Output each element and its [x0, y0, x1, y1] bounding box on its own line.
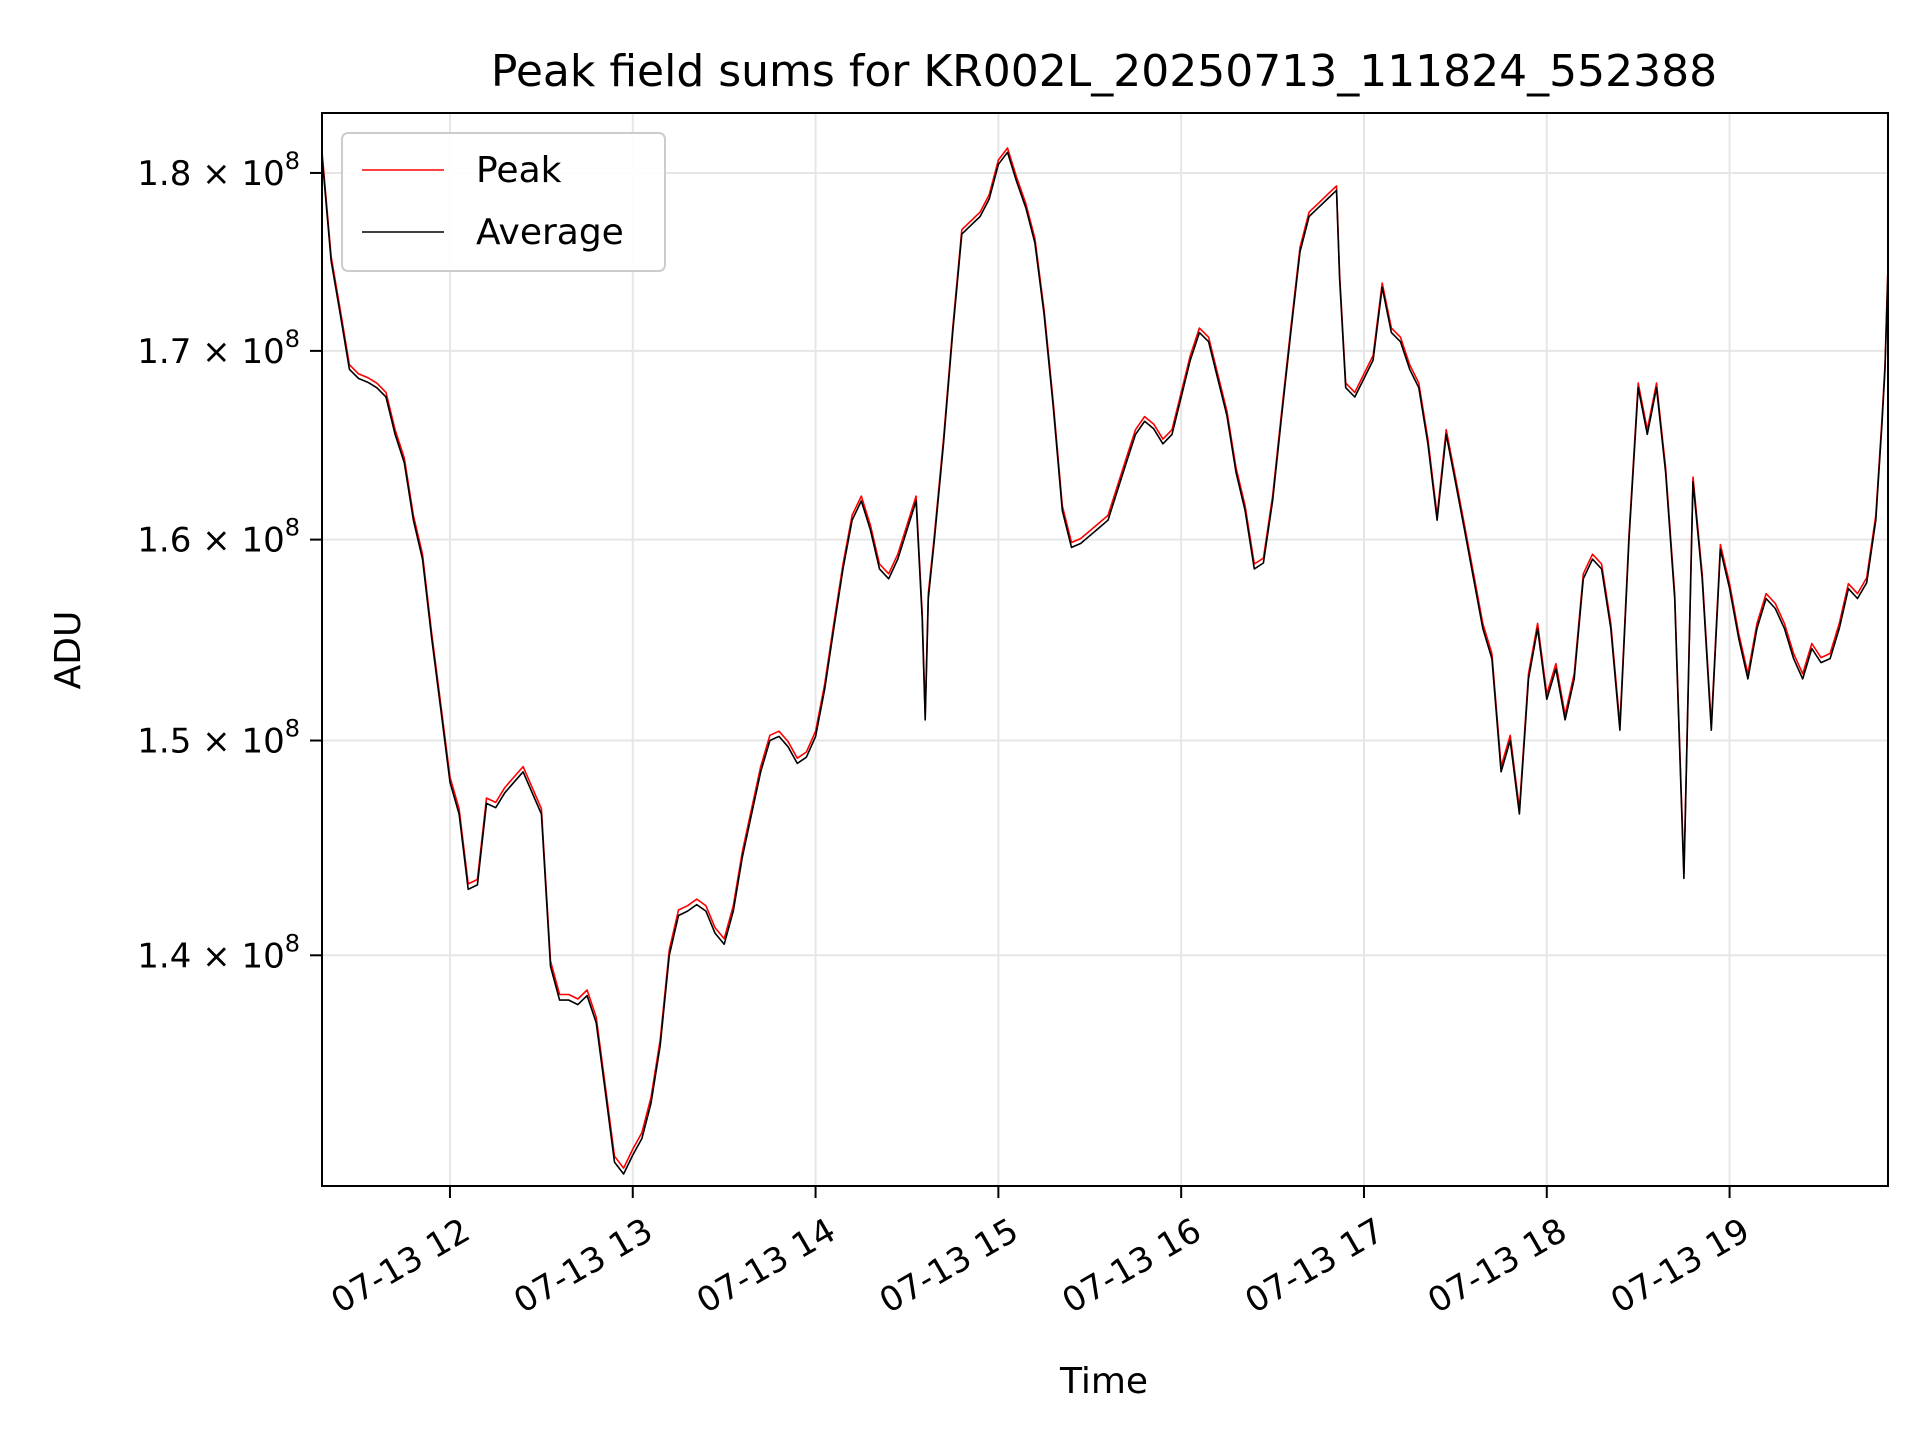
y-tick-mantissa: 1.6	[137, 521, 191, 561]
y-tick-mantissa: 1.5	[137, 722, 191, 762]
y-tick-base: 10	[241, 936, 284, 976]
series-layer	[321, 147, 1889, 1175]
y-tick-label: 1.6 × 108	[137, 514, 300, 561]
y-tick-times-sign: ×	[191, 521, 241, 561]
y-tick-label: 1.7 × 108	[137, 325, 300, 372]
legend-label-peak: Peak	[476, 150, 562, 191]
y-tick-exponent: 8	[285, 325, 300, 353]
y-axis-label: ADU	[48, 611, 89, 690]
y-tick-exponent: 8	[285, 715, 300, 743]
y-tick-times-sign: ×	[191, 936, 241, 976]
y-tick-mantissa: 1.8	[137, 154, 191, 194]
y-tick-mantissa: 1.7	[137, 332, 191, 372]
y-tick-times-sign: ×	[191, 722, 241, 762]
y-tick-base: 10	[241, 154, 284, 194]
y-tick-exponent: 8	[285, 929, 300, 957]
y-tick-times-sign: ×	[191, 154, 241, 194]
y-tick-label: 1.8 × 108	[137, 147, 300, 194]
y-tick-base: 10	[241, 332, 284, 372]
y-tick-label: 1.5 × 108	[137, 715, 300, 762]
y-tick-base: 10	[241, 722, 284, 762]
y-tick-mantissa: 1.4	[137, 936, 191, 976]
y-tick-times-sign: ×	[191, 332, 241, 372]
y-tick-exponent: 8	[285, 514, 300, 542]
grid	[322, 113, 1888, 1186]
x-axis-label: Time	[1059, 1361, 1148, 1402]
legend: Peak Average	[341, 132, 666, 272]
chart-title: Peak field sums for KR002L_20250713_1118…	[491, 46, 1717, 97]
y-tick-label: 1.4 × 108	[137, 929, 300, 976]
legend-box	[341, 132, 666, 272]
y-tick-base: 10	[241, 521, 284, 561]
y-tick-exponent: 8	[285, 147, 300, 175]
plot-area-frame	[321, 112, 1889, 1187]
series-line-average	[321, 151, 1889, 1175]
legend-label-average: Average	[476, 212, 624, 253]
